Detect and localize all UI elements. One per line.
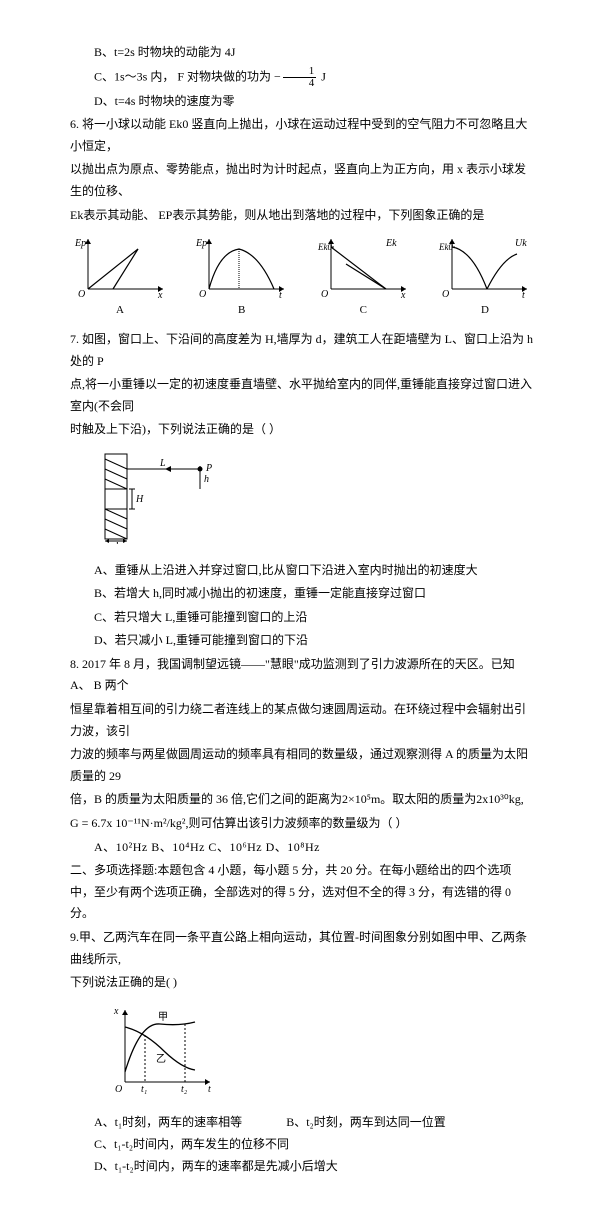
q7-optc: C、若只增大 L,重锤可能撞到窗口的上沿 xyxy=(70,607,535,629)
q9-opts-row1: A、t₁时刻，两车的速率相等 B、t₂时刻，两车到达同一位置 xyxy=(70,1112,535,1134)
q7-opta: A、重锤从上沿进入并穿过窗口,比从窗口下沿进入室内时抛出的初速度大 xyxy=(70,560,535,582)
q7-stem3: 时触及上下沿)，下列说法正确的是（ ） xyxy=(70,419,535,441)
svg-text:Ek: Ek xyxy=(385,238,397,249)
svg-text:O: O xyxy=(442,289,449,299)
svg-text:x: x xyxy=(157,290,163,299)
q6-diagrams: Ep x O A Ep t O B xyxy=(70,234,535,321)
svg-text:O: O xyxy=(199,289,206,299)
svg-text:t: t xyxy=(208,1084,211,1095)
q8-stem1: 8. 2017 年 8 月，我国调制望远镜——"慧眼"成功监测到了引力波源所在的… xyxy=(70,654,535,697)
svg-text:O: O xyxy=(115,1084,122,1095)
svg-text:L: L xyxy=(159,458,166,469)
svg-text:甲: 甲 xyxy=(158,1012,168,1023)
svg-text:Ep: Ep xyxy=(195,238,207,249)
q5-optc: C、1s～3s 内， F 对物块做的功为 −14 J xyxy=(70,66,535,89)
q6-diagram-b: Ep t O B xyxy=(192,234,292,321)
q8-stem4: 倍，B 的质量为太阳质量的 36 倍,它们之间的距离为2×10⁵m。取太阳的质量… xyxy=(70,789,535,811)
q6-stem1: 6. 将一小球以动能 Ek0 竖直向上抛出，小球在运动过程中受到的空气阻力不可忽… xyxy=(70,114,535,157)
q6-diagram-d: Ek0 Uk t O D xyxy=(435,234,535,321)
q8-stem5: G = 6.7x 10⁻¹¹N·m²/kg²,则可估算出该引力波频率的数量级为（… xyxy=(70,813,535,835)
q9-optc: C、t₁-t₂时间内，两车发生的位移不同 xyxy=(70,1134,289,1156)
svg-text:Ep: Ep xyxy=(74,238,86,249)
q5-optb: B、t=2s 时物块的动能为 4J xyxy=(70,42,535,64)
svg-text:x: x xyxy=(400,290,406,299)
svg-text:O: O xyxy=(321,289,328,299)
q6-stem3: Ek表示其动能、 EP表示其势能，则从地出到落地的过程中，下列图象正确的是 xyxy=(70,205,535,227)
svg-text:t: t xyxy=(279,290,282,299)
q6-diagram-a: Ep x O A xyxy=(70,234,170,321)
q7-stem2: 点,将一小重锤以一定的初速度垂直墙壁、水平抛给室内的同伴,重锤能直接穿过窗口进入… xyxy=(70,374,535,417)
q8-stem3: 力波的频率与两星做圆周运动的频率具有相同的数量级，通过观察测得 A 的质量为太阳… xyxy=(70,744,535,787)
q9-stem1: 9.甲、乙两汽车在同一条平直公路上相向运动，其位置-时间图象分别如图中甲、乙两条… xyxy=(70,927,535,970)
svg-text:h: h xyxy=(204,474,209,485)
q7-figure: L h H d P xyxy=(100,449,535,552)
q8-stem2: 恒星靠着相互间的引力绕二者连线上的某点做匀速圆周运动。在环绕过程中会辐射出引力波… xyxy=(70,699,535,742)
q6-diagram-c: Ek Ek0 x O C xyxy=(313,234,413,321)
svg-text:P: P xyxy=(205,463,212,474)
svg-text:Ek0: Ek0 xyxy=(317,242,332,252)
svg-text:t: t xyxy=(522,290,525,299)
q7-optd: D、若只减小 L,重锤可能撞到窗口的下沿 xyxy=(70,630,535,652)
q7-stem1: 7. 如图，窗口上、下沿间的高度差为 H,墙厚为 d，建筑工人在距墙壁为 L、窗… xyxy=(70,329,535,372)
q9-stem2: 下列说法正确的是( ) xyxy=(70,972,535,994)
svg-text:Uk: Uk xyxy=(515,238,527,249)
q9-optb: B、t₂时刻，两车到达同一位置 xyxy=(262,1112,446,1134)
q9-opts-row2: C、t₁-t₂时间内，两车发生的位移不同 D、t₁-t₂时间内，两车的速率都是先… xyxy=(70,1134,535,1177)
svg-text:t₁: t₁ xyxy=(141,1084,147,1095)
svg-text:t₂: t₂ xyxy=(181,1084,188,1095)
svg-text:乙: 乙 xyxy=(156,1053,166,1065)
q9-figure: x t O 甲 乙 t₁ t₂ xyxy=(110,1002,535,1105)
q5-optd: D、t=4s 时物块的速度为零 xyxy=(70,91,535,113)
svg-text:Ek0: Ek0 xyxy=(438,242,453,252)
q9-optd: D、t₁-t₂时间内，两车的速率都是先减小后增大 xyxy=(70,1156,338,1178)
svg-text:O: O xyxy=(78,289,85,299)
q8-opts: A、10²Hz B、10⁴Hz C、10⁶Hz D、10⁸Hz xyxy=(70,837,535,859)
svg-text:x: x xyxy=(113,1006,119,1017)
q6-stem2: 以抛出点为原点、零势能点，抛出时为计时起点，竖直向上为正方向，用 x 表示小球发… xyxy=(70,159,535,202)
q9-opta: A、t₁时刻，两车的速率相等 xyxy=(70,1112,242,1134)
section2-heading: 二、多项选择题:本题包含 4 小题，每小题 5 分，共 20 分。在每小题给出的… xyxy=(70,860,535,925)
q7-optb: B、若增大 h,同时减小抛出的初速度，重锤一定能直接穿过窗口 xyxy=(70,583,535,605)
svg-text:H: H xyxy=(135,494,144,505)
